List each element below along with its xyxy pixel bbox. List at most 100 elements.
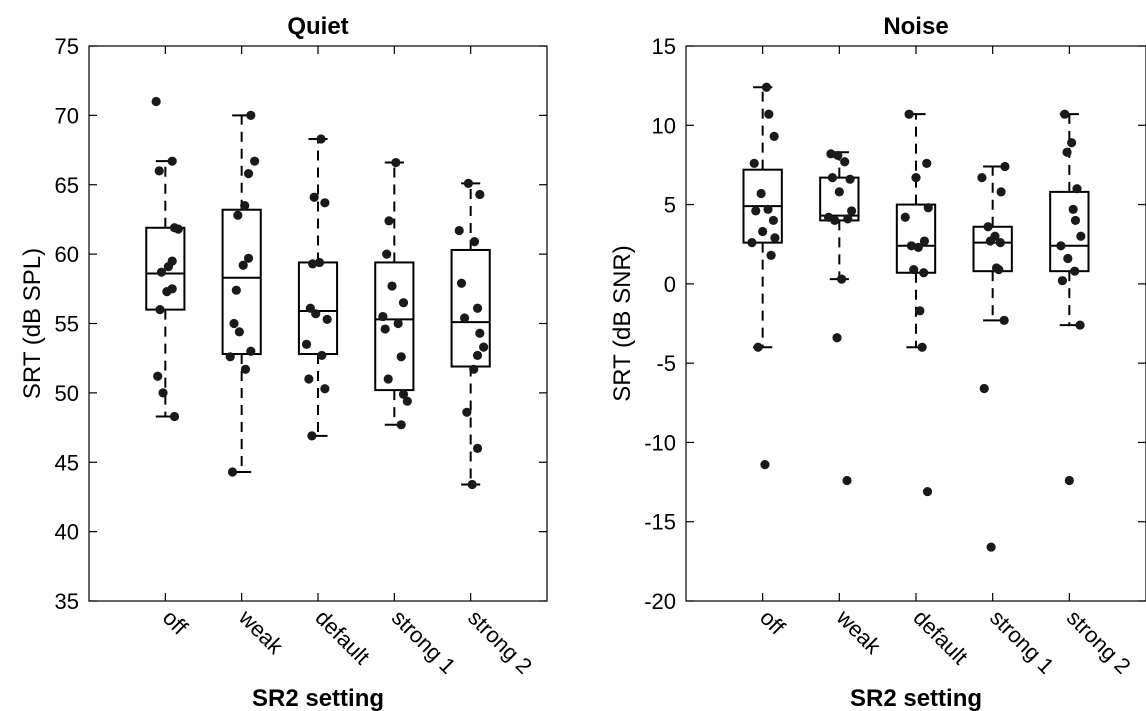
data-point (832, 333, 842, 343)
data-point (919, 236, 930, 246)
data-point (456, 278, 467, 288)
data-point (243, 169, 254, 179)
x-tick-label: weak (831, 604, 886, 659)
x-tick-label: strong 1 (985, 605, 1059, 679)
data-point (747, 238, 757, 248)
data-point (234, 327, 244, 337)
data-point (393, 318, 403, 329)
data-point (156, 267, 167, 277)
data-point (162, 286, 172, 297)
y-tick-label: 40 (55, 520, 79, 545)
data-point (382, 249, 392, 259)
data-point (906, 241, 917, 251)
data-point (1070, 266, 1080, 276)
data-point (384, 216, 394, 226)
data-point (173, 224, 183, 234)
data-point (151, 96, 161, 107)
data-point (826, 149, 836, 159)
data-point (995, 238, 1005, 248)
box-iqr (145, 226, 186, 311)
data-point (760, 460, 770, 470)
data-point (1072, 184, 1082, 194)
data-point (766, 250, 776, 260)
data-point (847, 206, 857, 216)
data-point (983, 222, 993, 232)
y-axis-label: SRT (dB SPL) (19, 248, 46, 399)
data-point (398, 298, 409, 308)
data-point (1070, 215, 1081, 226)
data-point (231, 285, 241, 295)
y-tick-label: 65 (55, 173, 79, 198)
data-point (911, 173, 921, 183)
data-point (986, 542, 996, 552)
data-point (475, 328, 485, 338)
data-point (238, 260, 248, 270)
data-point (756, 188, 766, 199)
data-point (459, 313, 470, 323)
data-point (751, 206, 761, 216)
data-point (1063, 253, 1073, 264)
data-point (469, 364, 479, 374)
data-point (761, 82, 772, 92)
data-point (900, 212, 910, 222)
data-point (1062, 147, 1072, 157)
y-tick-label: 45 (55, 450, 79, 475)
x-tick-label: off (755, 605, 790, 640)
data-point (243, 253, 254, 263)
box-iqr (819, 176, 860, 222)
data-point (915, 306, 925, 316)
data-point (1076, 231, 1086, 241)
y-tick-label: -20 (644, 589, 676, 614)
data-point (768, 215, 779, 226)
data-point (479, 342, 489, 352)
data-point (311, 309, 321, 319)
data-point (320, 198, 330, 208)
data-point (301, 339, 312, 349)
data-point (240, 364, 251, 374)
data-point (999, 315, 1009, 325)
chart-title: Noise (883, 13, 948, 40)
data-point (845, 174, 855, 184)
data-point (753, 342, 763, 352)
y-tick-label: 15 (652, 34, 676, 59)
data-point (764, 109, 774, 119)
data-point (402, 396, 412, 406)
data-point (843, 214, 853, 224)
data-point (155, 305, 165, 315)
data-point (322, 314, 332, 324)
data-point (233, 210, 243, 220)
data-point (307, 431, 317, 441)
data-point (1067, 138, 1077, 148)
data-point (985, 236, 995, 246)
y-tick-label: 5 (664, 193, 676, 218)
data-point (463, 178, 473, 188)
data-point (309, 192, 319, 202)
data-point (834, 187, 844, 197)
y-tick-label: 50 (55, 381, 79, 406)
data-point (169, 411, 180, 422)
data-point (391, 157, 401, 168)
box-iqr (221, 208, 262, 356)
panel-quiet: 35 40 45 50 55 60 65 70 75 off weak default strong 1… (19, 13, 548, 711)
data-point (378, 311, 388, 322)
data-point (996, 187, 1006, 197)
data-point (467, 479, 477, 490)
data-point (396, 352, 406, 362)
data-point (769, 131, 779, 141)
data-point (246, 110, 256, 120)
x-axis-label: SR2 setting (850, 685, 982, 711)
data-point (304, 374, 314, 384)
y-tick-label: -5 (656, 351, 676, 376)
data-point (250, 156, 260, 166)
data-point (1064, 475, 1074, 486)
data-point (320, 384, 330, 394)
data-point (1068, 204, 1078, 214)
y-tick-label: 70 (55, 103, 79, 128)
data-point (398, 389, 409, 399)
data-point (225, 352, 235, 362)
box-iqr (1049, 190, 1090, 273)
y-tick-label: 0 (664, 272, 676, 297)
data-point (227, 467, 238, 477)
y-tick-label: 10 (652, 113, 676, 138)
